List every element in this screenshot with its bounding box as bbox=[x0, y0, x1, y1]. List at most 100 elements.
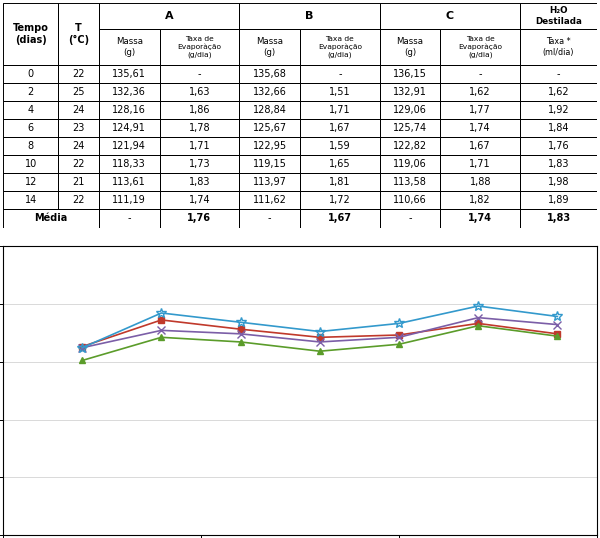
Text: A: A bbox=[165, 11, 173, 21]
Text: -: - bbox=[338, 69, 341, 79]
Bar bbox=[160, 173, 239, 190]
Bar bbox=[99, 3, 239, 29]
Bar bbox=[99, 119, 160, 137]
Bar bbox=[99, 137, 160, 155]
Text: 125,74: 125,74 bbox=[393, 123, 427, 133]
Text: Taxa de
Evaporàção
(g/dia): Taxa de Evaporàção (g/dia) bbox=[178, 37, 221, 58]
Text: 22: 22 bbox=[73, 159, 85, 169]
Text: Taxa *
(ml/dia): Taxa * (ml/dia) bbox=[543, 37, 574, 56]
Text: 1,92: 1,92 bbox=[548, 105, 569, 115]
Bar bbox=[239, 190, 300, 209]
Em repouso II bbox=[554, 321, 561, 328]
Bar bbox=[58, 173, 99, 190]
Em repouso I bbox=[554, 333, 561, 339]
Text: 1,74: 1,74 bbox=[469, 123, 491, 133]
Text: 1,67: 1,67 bbox=[329, 123, 350, 133]
Bar bbox=[239, 65, 300, 83]
Text: 119,06: 119,06 bbox=[393, 159, 427, 169]
Text: 1,84: 1,84 bbox=[548, 123, 569, 133]
Bar bbox=[380, 155, 440, 173]
Text: 8: 8 bbox=[28, 141, 34, 151]
Bar bbox=[380, 209, 440, 228]
Text: 1,65: 1,65 bbox=[329, 159, 350, 169]
Bar bbox=[380, 3, 520, 29]
Bar bbox=[300, 83, 380, 101]
Text: 1,98: 1,98 bbox=[548, 176, 569, 187]
Bar bbox=[520, 137, 597, 155]
Bar bbox=[300, 155, 380, 173]
Em repouso I bbox=[316, 348, 323, 355]
Bar bbox=[440, 137, 520, 155]
Text: Taxa de
Evaporàção
(g/dia): Taxa de Evaporàção (g/dia) bbox=[458, 37, 502, 58]
Bar bbox=[440, 173, 520, 190]
Bar bbox=[58, 137, 99, 155]
Text: Massa
(g): Massa (g) bbox=[397, 37, 424, 56]
Bar bbox=[440, 190, 520, 209]
Bar bbox=[300, 190, 380, 209]
Bar bbox=[3, 137, 58, 155]
Bar bbox=[520, 209, 597, 228]
Text: 1,73: 1,73 bbox=[188, 159, 210, 169]
Text: 1,83: 1,83 bbox=[548, 159, 569, 169]
Bar bbox=[440, 119, 520, 137]
Bar bbox=[520, 190, 597, 209]
Bar bbox=[3, 190, 58, 209]
Text: 132,91: 132,91 bbox=[393, 87, 427, 97]
Bar bbox=[380, 65, 440, 83]
Text: 1,67: 1,67 bbox=[328, 213, 352, 223]
Bar bbox=[99, 173, 160, 190]
Bar bbox=[520, 119, 597, 137]
Bar bbox=[3, 83, 58, 101]
Text: 23: 23 bbox=[73, 123, 85, 133]
Text: 6: 6 bbox=[28, 123, 34, 133]
Text: 1,62: 1,62 bbox=[469, 87, 491, 97]
Bar bbox=[440, 29, 520, 65]
Text: 113,97: 113,97 bbox=[253, 176, 287, 187]
Bar bbox=[380, 190, 440, 209]
Text: 24: 24 bbox=[73, 141, 85, 151]
Text: 22: 22 bbox=[73, 195, 85, 204]
Text: 1,62: 1,62 bbox=[548, 87, 569, 97]
Bar bbox=[99, 83, 160, 101]
Text: 1,71: 1,71 bbox=[469, 159, 491, 169]
Bar bbox=[380, 83, 440, 101]
Bar bbox=[440, 101, 520, 119]
Bar bbox=[300, 137, 380, 155]
Bar bbox=[300, 101, 380, 119]
Text: 1,86: 1,86 bbox=[188, 105, 210, 115]
Text: 25: 25 bbox=[73, 87, 85, 97]
Text: 1,76: 1,76 bbox=[187, 213, 211, 223]
Text: 1,83: 1,83 bbox=[547, 213, 571, 223]
Bar bbox=[300, 209, 380, 228]
Bar bbox=[380, 119, 440, 137]
Água destilada bbox=[237, 319, 244, 325]
Bar bbox=[380, 101, 440, 119]
Bar bbox=[239, 3, 380, 29]
Bar bbox=[160, 101, 239, 119]
Bar bbox=[3, 101, 58, 119]
Em repouso com
suporte bbox=[79, 343, 86, 350]
Bar bbox=[380, 173, 440, 190]
Em repouso II bbox=[79, 344, 86, 351]
Bar bbox=[239, 173, 300, 190]
Bar bbox=[160, 190, 239, 209]
Text: 1,63: 1,63 bbox=[188, 87, 210, 97]
Text: 1,67: 1,67 bbox=[469, 141, 491, 151]
Text: 125,67: 125,67 bbox=[253, 123, 287, 133]
Em repouso com
suporte bbox=[316, 334, 323, 341]
Bar bbox=[239, 209, 300, 228]
Bar bbox=[440, 65, 520, 83]
Bar bbox=[239, 101, 300, 119]
Text: 0: 0 bbox=[28, 69, 34, 79]
Bar bbox=[160, 119, 239, 137]
Text: 113,61: 113,61 bbox=[112, 176, 146, 187]
Em repouso II bbox=[316, 339, 323, 345]
Bar bbox=[380, 137, 440, 155]
Text: -: - bbox=[268, 213, 271, 223]
Text: 4: 4 bbox=[28, 105, 34, 115]
Text: 1,89: 1,89 bbox=[548, 195, 569, 204]
Text: 118,33: 118,33 bbox=[112, 159, 146, 169]
Text: -: - bbox=[127, 213, 131, 223]
Text: 1,71: 1,71 bbox=[329, 105, 350, 115]
Line: Em repouso I: Em repouso I bbox=[79, 322, 561, 364]
